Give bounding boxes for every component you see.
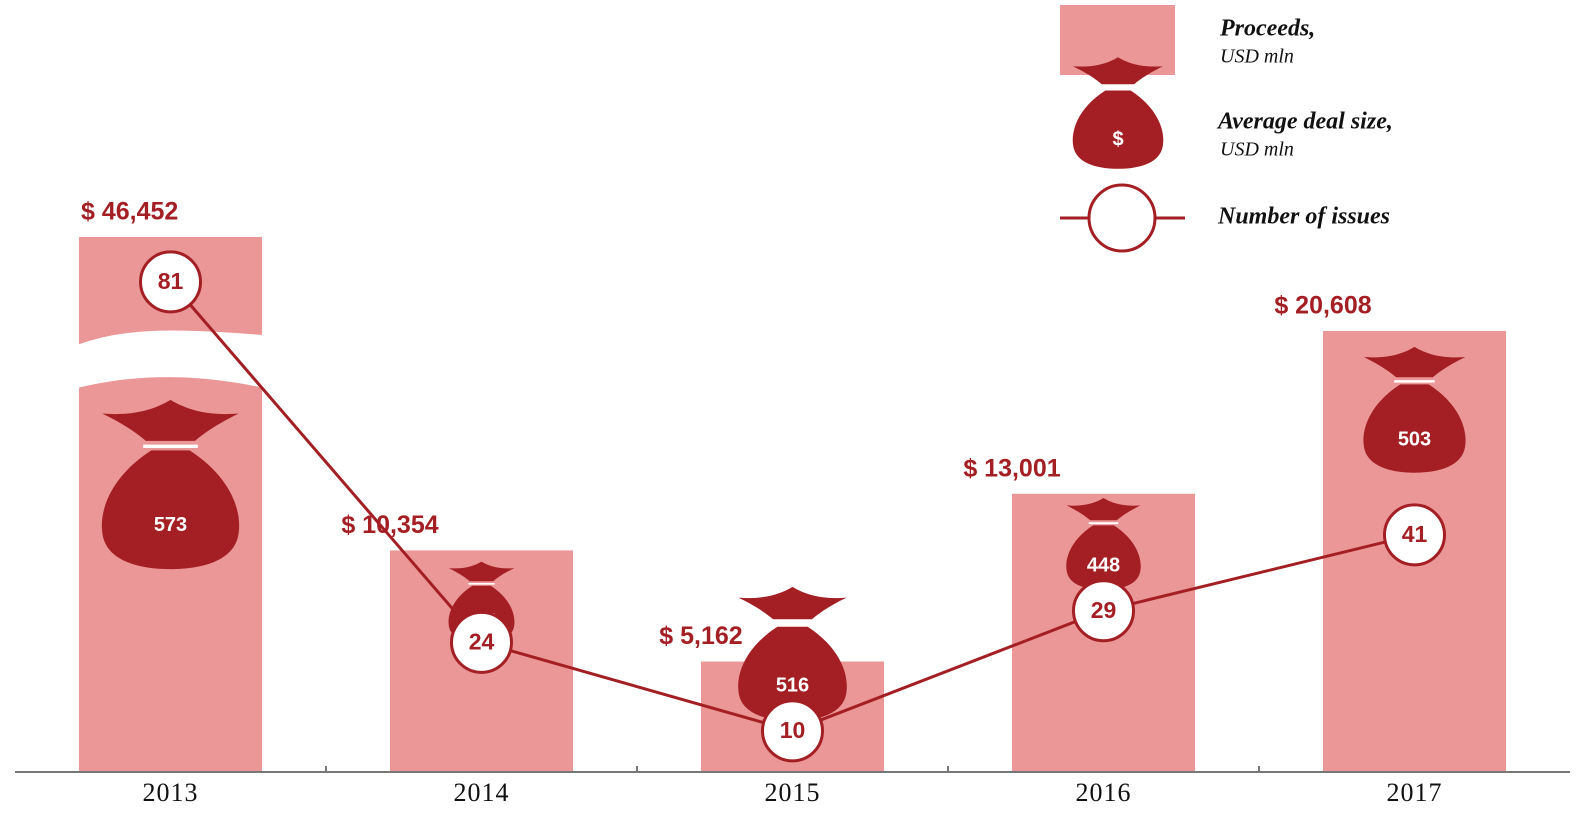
value-label: $ 46,452 [81, 198, 178, 226]
x-tick-label: 2015 [765, 778, 821, 807]
x-tick-label: 2017 [1387, 778, 1443, 807]
issues-marker [450, 610, 513, 674]
issues-label: 81 [158, 268, 184, 294]
legend-label: Average deal size, [1216, 109, 1393, 135]
x-tick-label: 2014 [454, 778, 510, 807]
bag-value-label: 503 [1398, 429, 1431, 451]
issues-label: 41 [1402, 521, 1428, 547]
value-label: $ 5,162 [659, 622, 742, 650]
bag-body [1363, 346, 1466, 473]
issues-label: 10 [780, 717, 806, 743]
bag-body [738, 586, 847, 721]
issues-label: 29 [1091, 597, 1117, 623]
issues-marker [1383, 503, 1446, 567]
deal-size-bag [101, 399, 240, 570]
deal-size-bag [1363, 346, 1466, 473]
bag-body [1072, 57, 1164, 169]
axis-break [77, 330, 264, 388]
legend-bag-symbol: $ [1112, 128, 1123, 150]
issues-marker [1072, 579, 1135, 643]
x-tick-label: 2013 [143, 778, 199, 807]
bag-value-label: 516 [776, 674, 809, 696]
value-label: $ 13,001 [963, 454, 1060, 482]
bag-body [101, 399, 240, 570]
bar [79, 237, 262, 773]
deal-size-bag [1066, 498, 1141, 590]
deal-size-bag [738, 586, 847, 721]
legend-label: Proceeds, [1219, 16, 1315, 42]
legend-unit: USD mln [1220, 139, 1294, 161]
bag-value-label: 573 [154, 514, 187, 536]
deal-size-bag [1072, 57, 1164, 169]
issues-marker [761, 699, 824, 763]
legend-unit: USD mln [1220, 46, 1294, 68]
legend-label: Number of issues [1217, 204, 1390, 230]
x-tick-label: 2016 [1076, 778, 1132, 807]
legend-marker [1087, 183, 1157, 253]
issues-marker [139, 250, 202, 314]
value-label: $ 20,608 [1274, 292, 1371, 320]
bag-body [1066, 498, 1141, 590]
bag-value-label: 448 [1087, 554, 1120, 576]
issues-label: 24 [469, 628, 495, 654]
